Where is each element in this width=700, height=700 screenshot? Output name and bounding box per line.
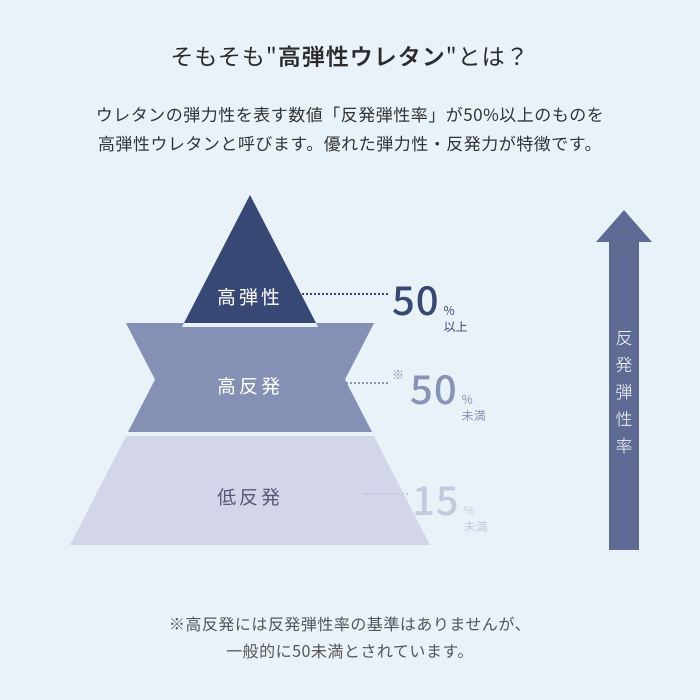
value-2-unit: % 未満: [462, 392, 486, 423]
value-2: ※ 50 % 未満: [392, 358, 486, 423]
footnote-line-2: 一般的に50未満とされています。: [0, 637, 700, 664]
arrow-text: 反発弾性率: [612, 329, 637, 464]
title-suffix: とは？: [458, 38, 530, 72]
dots-1: [293, 293, 388, 295]
tier-1-label: 高弾性: [190, 283, 310, 310]
arrow-shaft: 反発弾性率: [609, 242, 639, 550]
description-text: ウレタンの弾力性を表す数値「反発弾性率」が50%以上のものを 高弾性ウレタンと呼…: [0, 100, 700, 158]
desc-line-2: 高弾性ウレタンと呼びます。優れた弾力性・反発力が特徴です。: [0, 129, 700, 158]
value-1-num: 50: [392, 269, 440, 327]
tier-3-label: 低反発: [190, 483, 310, 510]
dots-2: [335, 382, 388, 384]
value-3-unit: % 未満: [464, 503, 488, 534]
footnote-line-1: ※高反発には反発弾性率の基準はありませんが、: [0, 610, 700, 637]
footnote: ※高反発には反発弾性率の基準はありませんが、 一般的に50未満とされています。: [0, 610, 700, 664]
arrow-bar: 反発弾性率: [609, 210, 652, 550]
dots-3: [363, 493, 408, 495]
pyramid-chart: 高弾性 高反発 低反発 50 % 以上 ※ 50 % 未満 15 % 未満 反発…: [0, 195, 700, 595]
value-2-asterisk: ※: [392, 366, 404, 383]
tier-2-label: 高反発: [190, 372, 310, 399]
value-3-num: 15: [412, 469, 460, 527]
gap1: [182, 323, 318, 327]
title-emphasis: 高弾性ウレタン: [278, 38, 446, 72]
quote-close: ": [446, 38, 458, 72]
title-prefix: そもそも: [170, 38, 266, 72]
gap2: [126, 432, 374, 436]
value-1-unit: % 以上: [444, 303, 468, 334]
page-title: そもそも"高弾性ウレタン"とは？: [0, 0, 700, 72]
value-1: 50 % 以上: [392, 269, 468, 334]
desc-line-1: ウレタンの弾力性を表す数値「反発弾性率」が50%以上のものを: [0, 100, 700, 129]
arrow-head-icon: [596, 210, 652, 242]
value-3: 15 % 未満: [412, 469, 488, 534]
value-2-num: 50: [410, 358, 458, 416]
quote-open: ": [266, 38, 278, 72]
